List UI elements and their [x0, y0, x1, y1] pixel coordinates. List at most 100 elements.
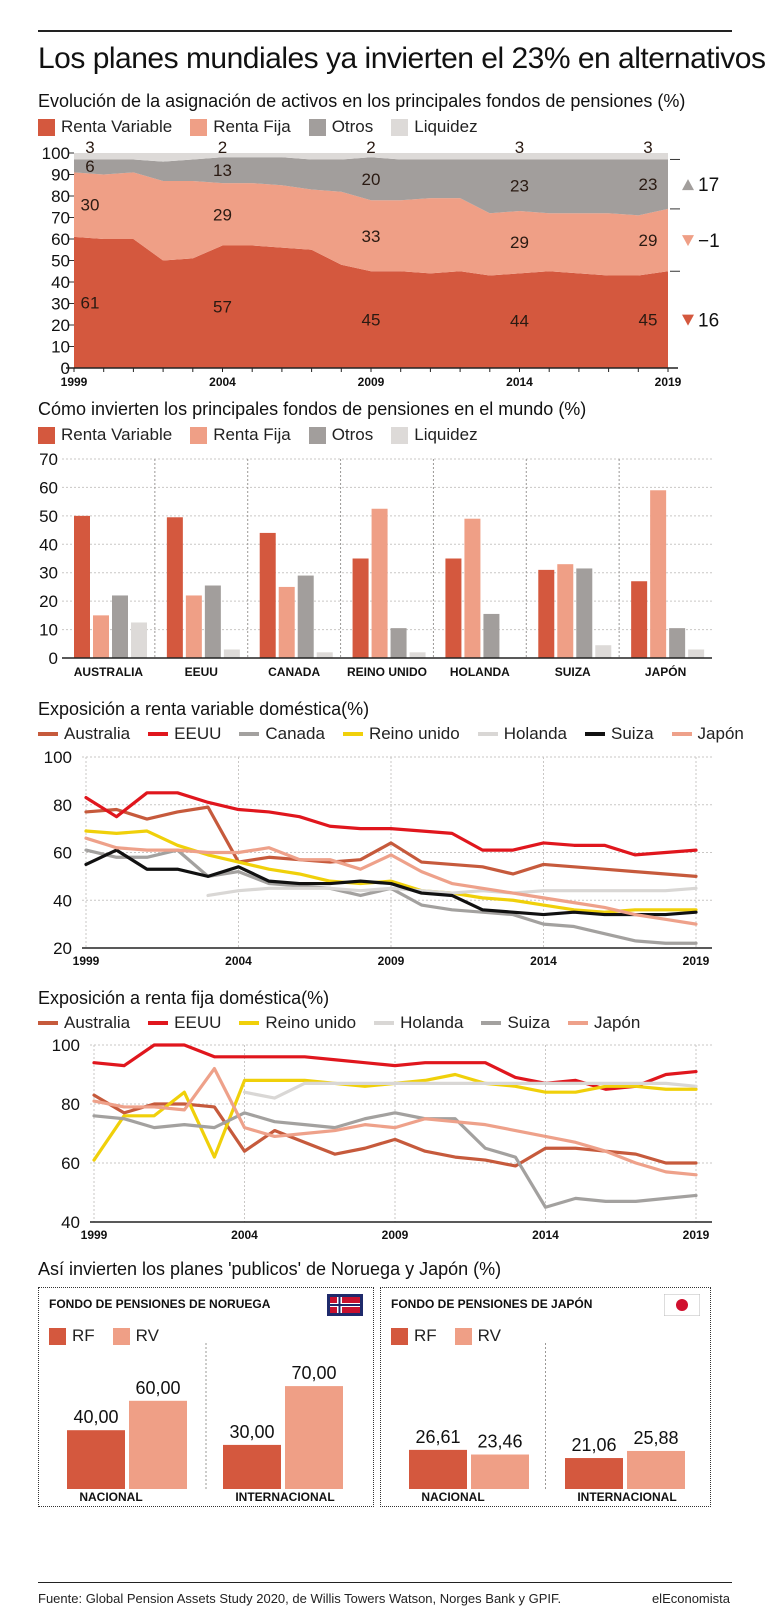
data-label-liquidez: 2 [366, 140, 375, 157]
bar [409, 652, 426, 658]
legend-item-otros: Otros [308, 117, 373, 137]
x-tick-label: 2019 [683, 1228, 710, 1242]
legend-item: Suiza [481, 1013, 550, 1033]
legend-label: EEUU [174, 1013, 222, 1032]
country-allocation-bar-chart: 0 10 20 30 40 50 60 70 AUSTRALIA EEUU CANADA REINO … [39, 450, 712, 679]
japan-fund-panel: FONDO DE PENSIONES DE JAPÓN RF RV 26,61 2… [380, 1287, 711, 1507]
category-label: AUSTRALIA [74, 665, 144, 679]
legend-label: RV [477, 1326, 501, 1345]
legend-label: Canada [265, 724, 325, 743]
legend-item: EEUU [148, 1013, 221, 1033]
series-line-japón [92, 1066, 698, 1177]
data-label-rf: 30 [81, 196, 100, 215]
bar [650, 490, 667, 658]
bar-value-label: 26,61 [415, 1427, 460, 1447]
data-label-rv: 44 [510, 312, 529, 331]
area-renta-variable [74, 236, 668, 368]
legend-item: Holanda [477, 724, 567, 744]
legend-line-swatch [38, 1021, 58, 1025]
data-label-rv: 45 [639, 311, 658, 330]
legend-label: Otros [331, 425, 374, 444]
series-line-australia [84, 805, 698, 878]
legend-line-swatch [342, 732, 363, 736]
bar [352, 558, 369, 658]
legend-item: Japón [671, 724, 744, 744]
series-line-reino-unido [84, 829, 698, 914]
data-label-rf: 33 [362, 227, 381, 246]
series-line-eeuu [84, 791, 698, 857]
legend-line-swatch [38, 732, 58, 736]
legend-label: Suiza [611, 724, 654, 743]
bar-value-label: 25,88 [633, 1428, 678, 1448]
x-tick-label: 2009 [358, 375, 385, 389]
category-label: HOLANDA [450, 665, 510, 679]
y-tick-label: 50 [39, 507, 58, 526]
data-label-rf: 29 [213, 205, 232, 224]
x-tick-label: 2009 [382, 1228, 409, 1242]
bar-value-label: 70,00 [291, 1363, 336, 1383]
bar [129, 1400, 187, 1489]
bar [316, 652, 333, 658]
bar [93, 615, 109, 658]
asset-allocation-area-chart: 0 10 20 30 40 50 60 70 80 90 100 1999 2004 2009 2014 20… [42, 140, 720, 389]
legend-label: Renta Fija [213, 117, 291, 136]
y-tick-label: 80 [61, 1095, 80, 1114]
bar [464, 518, 481, 658]
legend-item-otros: Otros [308, 425, 374, 445]
x-tick-label: 1999 [61, 375, 88, 389]
legend-line-swatch [671, 732, 692, 736]
legend-line-swatch [239, 732, 260, 736]
legend-label: Renta Variable [61, 117, 173, 136]
brand-name: elEconomista [651, 1591, 730, 1606]
legend-line-swatch [567, 1021, 588, 1025]
x-tick-label: 2009 [378, 954, 405, 968]
legend-line-swatch [239, 1021, 260, 1025]
chart4-title: Exposición a renta fija doméstica(%) [38, 988, 330, 1008]
x-tick-label: 2004 [209, 375, 236, 389]
y-tick-label: 0 [61, 359, 70, 378]
data-label-rv: 57 [213, 298, 232, 317]
legend-label: Renta Fija [213, 425, 291, 444]
source-note: Fuente: Global Pension Assets Study 2020… [38, 1591, 562, 1606]
bar [185, 595, 202, 658]
data-label-liquidez: 3 [643, 140, 652, 157]
legend-label: Australia [64, 1013, 131, 1032]
legend-label: Reino unido [368, 724, 460, 743]
bar [595, 645, 612, 658]
norway-bar-chart: 40,00 60,00 30,00 70,00 NACIONAL INTERNACIONA… [67, 1343, 343, 1503]
y-tick-label: 20 [51, 316, 70, 335]
area-liquidez [74, 153, 668, 162]
series-line-holanda [206, 886, 698, 898]
norway-flag-icon [327, 1294, 363, 1316]
x-tick-label: 1999 [81, 1228, 108, 1242]
category-label: SUIZA [555, 665, 591, 679]
domestic-equity-line-chart: 20 40 60 80 100 1999 2004 2009 2014 2019 [44, 748, 712, 968]
data-label-liquidez: 3 [85, 140, 94, 157]
panel-legend: RF RV [391, 1326, 519, 1346]
category-label: INTERNACIONAL [577, 1490, 676, 1503]
panel-title: FONDO DE PENSIONES DE JAPÓN [391, 1297, 593, 1311]
japan-flag-icon [664, 1294, 700, 1316]
triangle-down-icon [682, 314, 694, 326]
triangle-up-icon [682, 179, 694, 191]
chart1-legend: Renta Variable Renta Fija Otros Liquidez [38, 117, 496, 137]
data-label-rf: 29 [510, 233, 529, 252]
series-line-suiza [92, 1111, 698, 1209]
legend-item: Holanda [374, 1013, 463, 1033]
bar [166, 517, 183, 658]
bar [409, 1449, 467, 1489]
legend-label: RF [414, 1326, 437, 1345]
bar [445, 558, 462, 658]
change-label: 16 [698, 311, 719, 332]
bar [483, 613, 500, 658]
legend-item: Canada [239, 724, 325, 744]
legend-item-rf: Renta Fija [190, 425, 291, 445]
bar [627, 1450, 685, 1489]
bar [223, 1444, 281, 1489]
legend-label: Renta Variable [61, 425, 173, 444]
bar [565, 1458, 623, 1489]
data-label-rv: 61 [81, 293, 100, 312]
bar-value-label: 30,00 [229, 1422, 274, 1442]
bar [112, 595, 128, 658]
bar [557, 564, 574, 658]
